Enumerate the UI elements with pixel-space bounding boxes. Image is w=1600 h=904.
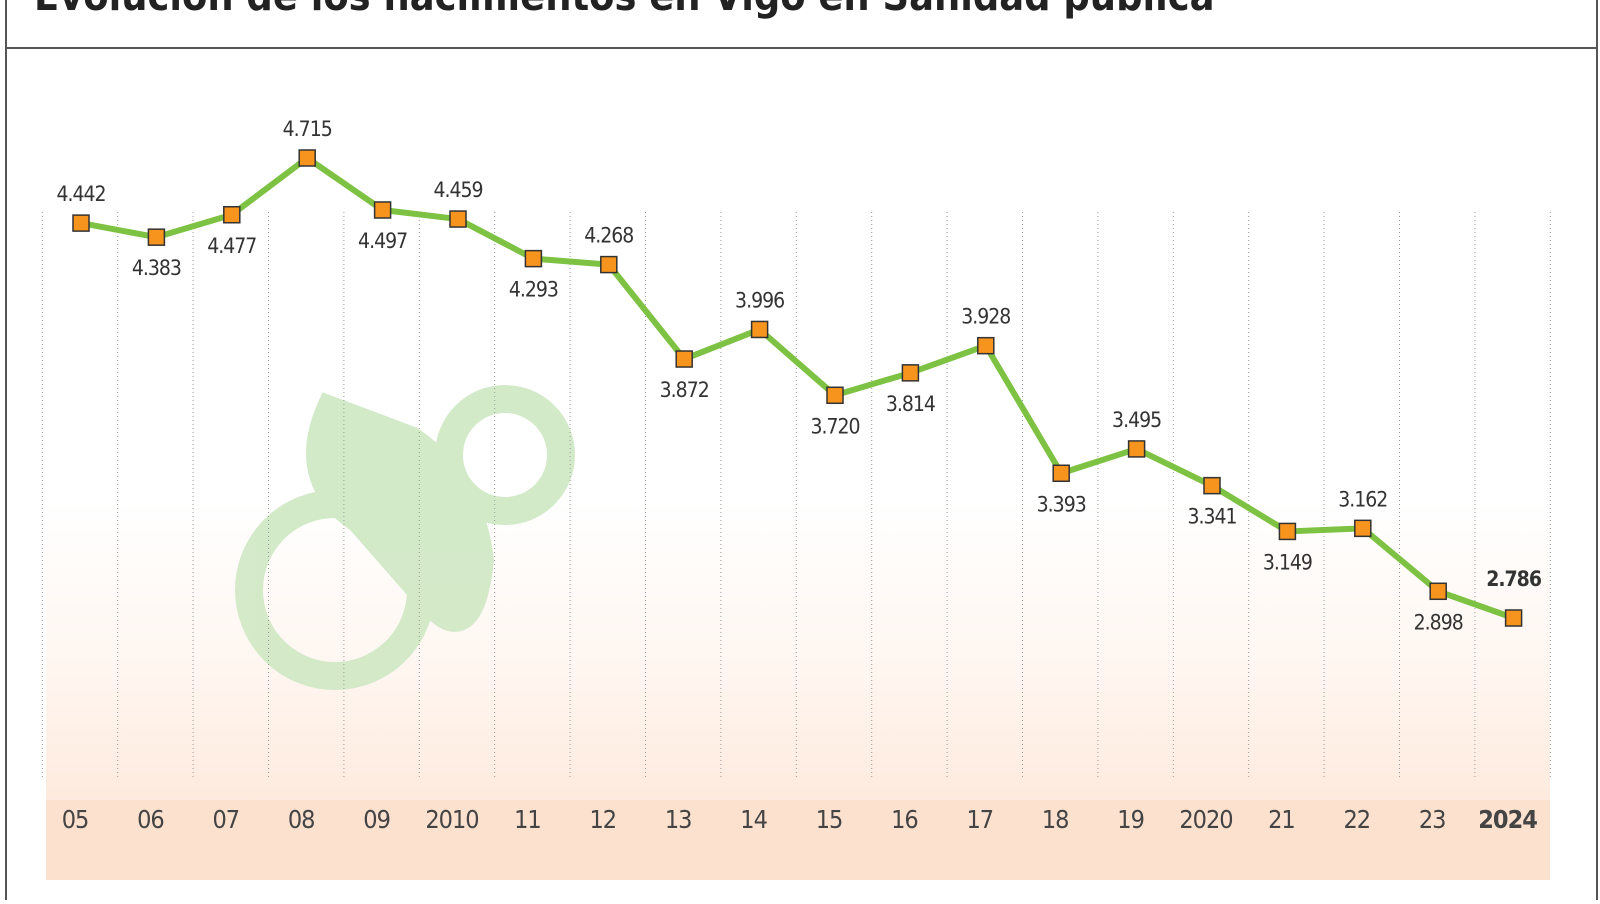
x-tick-label: 16 [891, 805, 918, 834]
pacifier-icon [235, 385, 575, 690]
x-tick-label: 08 [288, 805, 315, 834]
marker [977, 336, 995, 355]
value-label: 2.898 [1414, 610, 1463, 634]
x-tick-label: 12 [589, 805, 616, 834]
x-tick-label: 06 [137, 805, 164, 834]
marker [675, 350, 693, 368]
marker [826, 386, 844, 405]
marker [1052, 464, 1070, 483]
chart-title: Evolución de los nacimientos en Vigo en … [34, 0, 1215, 20]
marker [600, 255, 618, 274]
value-label: 4.497 [358, 229, 407, 253]
x-tick-label: 22 [1343, 805, 1370, 834]
marker [1429, 582, 1447, 601]
x-tick-label: 09 [363, 805, 390, 834]
marker [1504, 609, 1523, 627]
value-label: 4.715 [283, 117, 332, 141]
value-label: 4.383 [132, 256, 181, 280]
marker [147, 228, 166, 246]
value-label: 3.341 [1187, 505, 1236, 529]
x-tick-label: 15 [816, 805, 843, 834]
x-tick-label: 13 [665, 805, 692, 834]
value-label: 4.268 [584, 224, 633, 248]
marker [750, 320, 769, 339]
marker [901, 364, 920, 382]
value-label: 3.996 [735, 288, 784, 312]
value-label: 3.720 [810, 414, 859, 438]
value-label: 4.293 [509, 278, 558, 302]
x-tick-label: 07 [212, 805, 239, 834]
x-tick-label: 2010 [425, 805, 478, 834]
value-label: 3.393 [1037, 492, 1086, 516]
x-tick-label: 14 [740, 805, 767, 834]
x-tick-label: 23 [1419, 805, 1446, 834]
x-tick-label: 21 [1268, 805, 1295, 834]
x-tick-label: 18 [1042, 805, 1069, 834]
marker [449, 210, 467, 228]
marker [1354, 519, 1372, 538]
marker [524, 249, 543, 268]
x-tick-label: 11 [514, 805, 541, 834]
x-tick-label: 19 [1117, 805, 1144, 834]
value-label: 3.872 [660, 378, 709, 402]
value-label: 2.786 [1486, 567, 1542, 591]
value-label: 3.162 [1338, 487, 1387, 511]
marker [1127, 440, 1146, 458]
value-label: 4.442 [56, 182, 105, 206]
line [80, 155, 1515, 621]
marker [1203, 476, 1221, 495]
marker [373, 201, 392, 219]
value-label: 4.477 [207, 234, 256, 258]
x-tick-label: 2024 [1478, 805, 1537, 834]
axis-band [46, 800, 1550, 880]
value-label: 3.149 [1263, 550, 1312, 574]
marker [1278, 522, 1297, 541]
x-tick-label: 05 [62, 805, 89, 834]
marker [298, 149, 316, 167]
marker [72, 214, 90, 232]
marker [223, 206, 241, 224]
value-label: 3.814 [886, 392, 935, 416]
value-label: 3.495 [1112, 408, 1161, 432]
value-label: 3.928 [961, 305, 1010, 329]
value-label: 4.459 [433, 178, 482, 202]
x-tick-label: 17 [966, 805, 993, 834]
x-tick-label: 2020 [1179, 805, 1232, 834]
